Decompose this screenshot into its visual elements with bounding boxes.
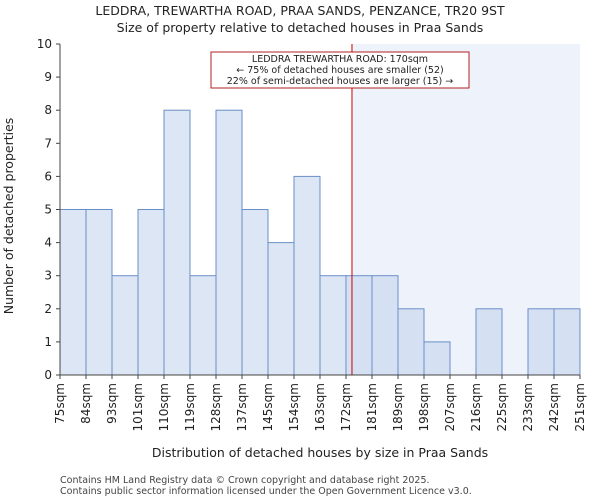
chart-title: LEDDRA, TREWARTHA ROAD, PRAA SANDS, PENZ…: [95, 3, 505, 18]
bar-172sqm: [345, 275, 373, 376]
y-axis-label: Number of detached properties: [1, 118, 16, 315]
y-tick-label: 0: [44, 368, 52, 382]
bar-110sqm: [163, 109, 191, 376]
x-tick-label: 216sqm: [469, 383, 483, 431]
y-tick-label: 6: [44, 169, 52, 183]
y-tick-label: 1: [44, 335, 52, 349]
y-tick-label: 8: [44, 103, 52, 117]
bar-128sqm: [215, 109, 243, 376]
bar-84sqm: [85, 209, 113, 376]
x-tick-label: 242sqm: [547, 383, 561, 431]
bar-242sqm: [553, 308, 581, 376]
x-tick-label: 198sqm: [417, 383, 431, 431]
y-tick-label: 5: [44, 203, 52, 217]
bar-75sqm: [59, 209, 87, 376]
annotation-line-2: ← 75% of detached houses are smaller (52…: [236, 65, 443, 76]
x-tick-label: 233sqm: [521, 383, 535, 431]
bar-198sqm: [423, 341, 451, 376]
bar-154sqm: [293, 175, 321, 376]
y-tick-label: 4: [44, 236, 52, 250]
x-tick-label: 145sqm: [261, 383, 275, 431]
y-tick-label: 3: [44, 269, 52, 283]
footer-line-1: Contains HM Land Registry data © Crown c…: [60, 475, 430, 486]
annotation-box: [210, 51, 470, 89]
x-tick-label: 154sqm: [287, 383, 301, 431]
bar-119sqm: [189, 275, 217, 376]
bar-145sqm: [267, 242, 295, 376]
bar-93sqm: [111, 275, 139, 376]
y-tick-label: 9: [44, 70, 52, 84]
footer-line-2: Contains public sector information licen…: [60, 486, 472, 497]
bar-216sqm: [475, 308, 503, 376]
y-tick-label: 2: [44, 302, 52, 316]
bar-233sqm: [527, 308, 555, 376]
x-tick-label: 128sqm: [209, 383, 223, 431]
x-tick-label: 189sqm: [391, 383, 405, 431]
bar-137sqm: [241, 209, 269, 376]
y-tick-label: 7: [44, 136, 52, 150]
bar-189sqm: [397, 308, 425, 376]
annotation-line-1: LEDDRA TREWARTHA ROAD: 170sqm: [252, 54, 428, 65]
chart-subtitle: Size of property relative to detached ho…: [117, 20, 484, 35]
x-tick-label: 93sqm: [105, 383, 119, 424]
x-axis-label: Distribution of detached houses by size …: [152, 445, 488, 460]
x-tick-label: 225sqm: [495, 383, 509, 431]
x-tick-label: 207sqm: [443, 383, 457, 431]
x-tick-label: 119sqm: [183, 383, 197, 431]
x-tick-label: 110sqm: [157, 383, 171, 431]
x-tick-label: 75sqm: [53, 383, 67, 424]
x-tick-label: 172sqm: [339, 383, 353, 431]
x-tick-label: 137sqm: [235, 383, 249, 431]
x-tick-label: 84sqm: [79, 383, 93, 424]
bar-163sqm: [319, 275, 347, 376]
y-tick-label: 10: [37, 37, 52, 51]
bar-101sqm: [137, 209, 165, 376]
x-tick-label: 181sqm: [365, 383, 379, 431]
x-tick-label: 101sqm: [131, 383, 145, 431]
bar-181sqm: [371, 275, 399, 376]
x-tick-label: 163sqm: [313, 383, 327, 431]
x-tick-label: 251sqm: [573, 383, 587, 431]
annotation-line-3: 22% of semi-detached houses are larger (…: [227, 76, 454, 87]
